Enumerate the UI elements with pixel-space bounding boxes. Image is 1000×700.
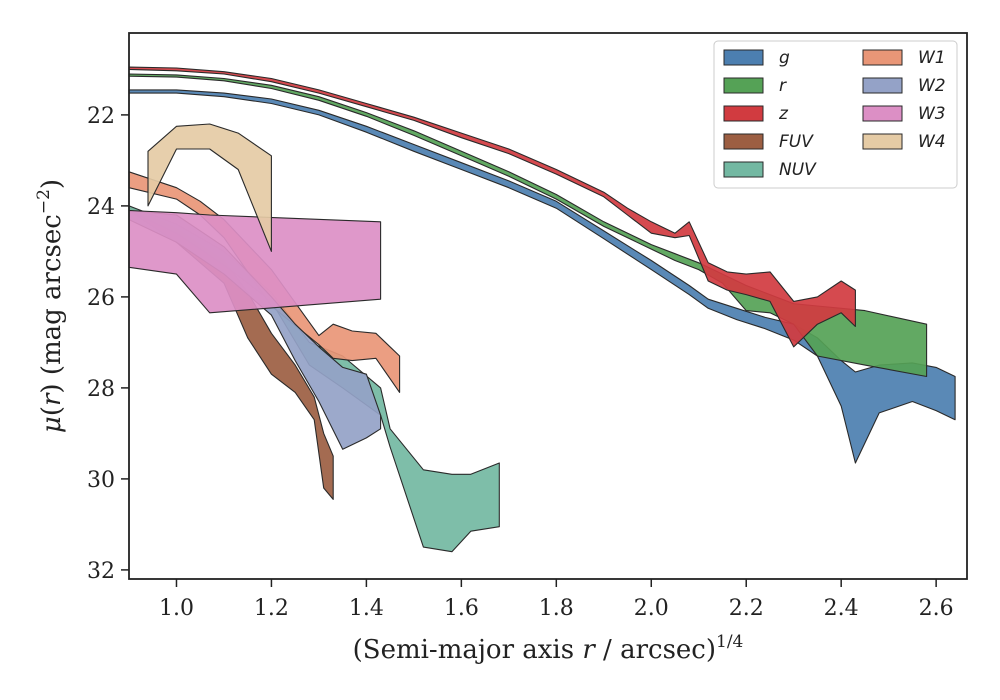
- legend-label-nuv: NUV: [779, 160, 817, 180]
- x-tick-label: 1.4: [349, 596, 384, 621]
- legend-swatch-fuv: [723, 133, 764, 150]
- y-tick-label: 26: [87, 286, 115, 311]
- legend-label-w3: W3: [918, 104, 946, 124]
- legend-swatch-z: [723, 105, 764, 122]
- y-tick-label: 30: [87, 468, 115, 493]
- plot-frame: [128, 32, 968, 580]
- legend-swatch-w1: [862, 49, 903, 66]
- series-layer: [128, 66, 956, 553]
- legend-swatch-w4: [862, 133, 903, 150]
- legend-label-fuv: FUV: [779, 132, 814, 152]
- legend-swatch-r: [723, 77, 764, 94]
- x-tick-label: 1.6: [444, 596, 479, 621]
- series-band-z: [128, 66, 856, 348]
- legend-swatch-w3: [862, 105, 903, 122]
- legend-label-w2: W2: [918, 76, 946, 96]
- x-tick-label: 1.0: [159, 596, 194, 621]
- y-tick-label: 22: [87, 104, 115, 129]
- legend-swatch-nuv: [723, 161, 764, 178]
- legend-label-w4: W4: [918, 132, 946, 152]
- x-tick-label: 1.2: [254, 596, 289, 621]
- x-tick-label: 2.0: [634, 596, 669, 621]
- x-tick-label: 2.6: [919, 596, 954, 621]
- series-band-w4: [147, 123, 272, 252]
- y-tick-label: 24: [87, 195, 115, 220]
- legend-label-w1: W1: [918, 48, 946, 68]
- x-tick-label: 2.4: [824, 596, 859, 621]
- x-axis: 1.0 1.2 1.4 1.6 1.8 2.0 2.2 2.4 2.6: [159, 579, 954, 621]
- series-band-w3: [128, 209, 382, 314]
- series-band-g: [128, 89, 956, 464]
- x-tick-label: 1.8: [539, 596, 574, 621]
- legend-swatch-w2: [862, 77, 903, 94]
- x-tick-label: 2.2: [729, 596, 764, 621]
- legend-label-g: g: [779, 48, 790, 68]
- y-tick-label: 32: [87, 559, 115, 584]
- y-axis: 22 24 26 28 30 32: [87, 104, 129, 584]
- x-axis-label: (Semi-major axis r / arcsec)1/4: [353, 632, 744, 665]
- y-axis-label: μ(r) (mag arcsec−2): [34, 179, 67, 433]
- legend-label-z: z: [778, 104, 789, 124]
- legend: grz FUV NUV W1 W2 W3 W4: [713, 40, 958, 189]
- y-tick-label: 28: [87, 377, 115, 402]
- series-band-r: [128, 73, 928, 378]
- legend-label-r: r: [779, 76, 787, 96]
- legend-swatch-g: [723, 49, 764, 66]
